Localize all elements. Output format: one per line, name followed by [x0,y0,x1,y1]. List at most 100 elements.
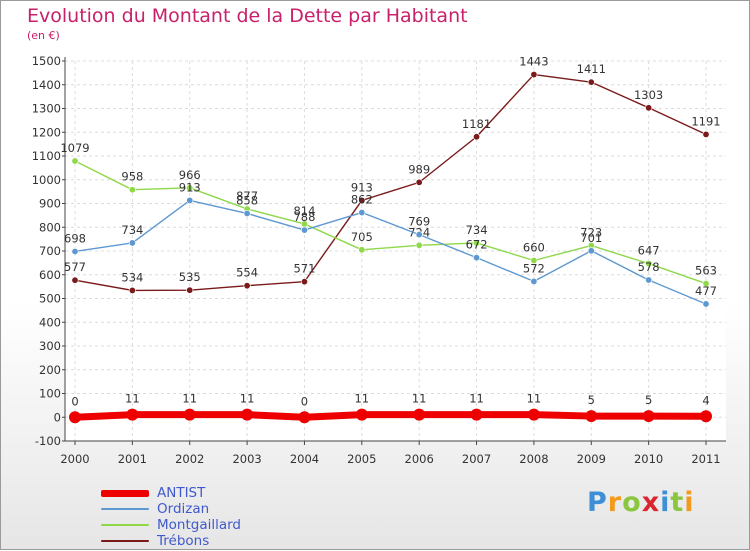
data-point-antist [298,411,311,424]
legend-swatch [101,524,149,526]
data-point-antist [241,408,254,421]
data-label-ordizan: 913 [179,180,201,194]
data-label-ordizan: 788 [293,210,315,224]
y-tick-label: 0 [54,410,61,424]
data-label-antist: 11 [125,392,140,406]
legend-swatch [101,489,149,497]
legend-item-montgaillard: Montgaillard [101,517,241,533]
data-label-antist: 0 [301,394,308,408]
data-point-ordizan [530,277,538,285]
logo-letter: r [607,487,623,518]
data-label-ordizan: 769 [408,215,430,229]
data-label-ordizan: 578 [638,260,660,274]
x-tick-label: 2003 [232,452,261,466]
data-label-montgaillard: 723 [580,226,602,240]
data-point-tr-bons [473,133,481,141]
y-tick-label: 700 [39,244,61,258]
data-label-ordizan: 698 [64,231,86,245]
series-line-antist [71,411,710,421]
y-tick-label: 800 [39,220,61,234]
data-label-tr-bons: 1411 [577,62,606,76]
data-point-tr-bons [645,104,653,112]
data-label-montgaillard: 660 [523,241,545,255]
y-tick-label: 1400 [32,78,61,92]
chart-subtitle: (en €) [27,29,60,42]
data-point-ordizan [243,209,251,217]
legend-item-tr-bons: Trébons [101,533,241,549]
logo-letter: i [684,487,695,518]
data-label-montgaillard: 814 [293,204,315,218]
y-tick-label: 400 [39,315,61,329]
x-tick-label: 2002 [175,452,204,466]
data-label-antist: 11 [412,392,427,406]
logo-letter: P [587,487,608,518]
data-label-tr-bons: 571 [293,262,315,276]
legend-item-ordizan: Ordizan [101,501,241,517]
data-label-tr-bons: 1181 [462,117,491,131]
data-label-tr-bons: 1191 [691,114,720,128]
data-point-antist [69,411,81,424]
legend-label: Trébons [157,533,210,549]
data-point-montgaillard [473,239,481,247]
data-point-tr-bons [186,286,194,294]
data-label-tr-bons: 913 [351,180,373,194]
data-point-ordizan [128,239,136,247]
data-point-tr-bons [587,78,595,86]
y-tick-label: 200 [39,363,61,377]
data-label-antist: 11 [354,392,369,406]
data-point-ordizan [71,247,79,255]
data-label-ordizan: 572 [523,261,545,275]
data-label-ordizan: 701 [580,231,602,245]
data-point-ordizan [300,226,308,234]
data-point-ordizan [473,254,481,262]
data-label-tr-bons: 534 [121,270,143,284]
y-tick-label: 1300 [32,102,61,116]
legend-item-antist: ANTIST [101,485,241,501]
data-point-tr-bons [300,278,308,286]
data-label-tr-bons: 535 [179,270,201,284]
data-label-antist: 5 [588,393,595,407]
data-label-montgaillard: 734 [466,223,488,237]
data-point-antist [642,410,655,423]
data-label-ordizan: 477 [695,284,717,298]
series-line-ordizan [74,199,707,305]
data-point-tr-bons [530,71,538,79]
y-tick-label: 900 [39,197,61,211]
data-label-antist: 4 [702,393,709,407]
chart-legend: ANTIST Ordizan Montgaillard Trébons [101,485,241,549]
data-point-tr-bons [128,286,136,294]
logo-letter: x [641,487,661,518]
x-tick-label: 2005 [347,452,376,466]
data-label-antist: 11 [527,392,542,406]
data-point-montgaillard [186,184,194,192]
data-point-ordizan [415,231,423,239]
data-point-ordizan [587,247,595,255]
data-label-montgaillard: 877 [236,189,258,203]
logo-letter: i [660,487,671,518]
x-tick-label: 2004 [290,452,319,466]
data-point-tr-bons [358,196,366,204]
proxiti-logo: Proxiti [587,487,695,518]
data-point-montgaillard [358,246,366,254]
x-tick-label: 2009 [577,452,606,466]
y-tick-label: 1500 [32,54,61,68]
data-label-ordizan: 858 [236,193,258,207]
data-label-ordizan: 734 [121,223,143,237]
data-label-tr-bons: 1443 [519,55,548,69]
data-label-montgaillard: 966 [179,168,201,182]
data-point-montgaillard [530,256,538,264]
series-line-tr-bons [74,73,707,292]
y-tick-label: 1100 [32,149,61,163]
data-point-montgaillard [645,260,653,268]
data-point-antist [470,408,483,421]
data-point-tr-bons [415,178,423,186]
data-label-antist: 11 [469,392,484,406]
x-tick-label: 2001 [118,452,147,466]
data-label-tr-bons: 1303 [634,88,663,102]
legend-label: ANTIST [157,485,206,501]
data-point-antist [527,408,540,421]
x-tick-label: 2007 [462,452,491,466]
data-point-montgaillard [415,241,423,249]
data-point-ordizan [358,209,366,217]
y-tick-label: 100 [39,387,61,401]
